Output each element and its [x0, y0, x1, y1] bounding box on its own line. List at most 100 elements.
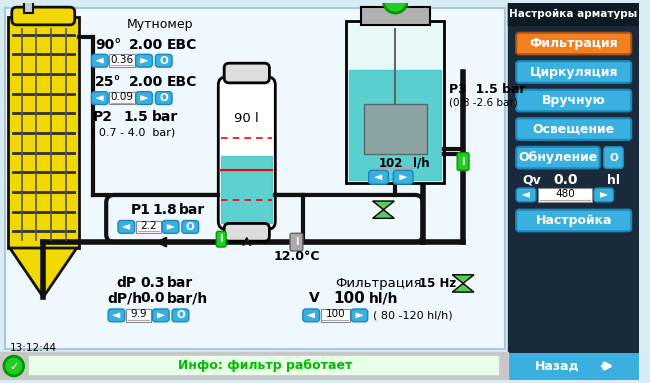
- Text: ✓: ✓: [9, 362, 18, 372]
- Bar: [221, 155, 272, 223]
- Polygon shape: [140, 58, 148, 63]
- Polygon shape: [356, 313, 363, 318]
- Polygon shape: [167, 224, 174, 229]
- Polygon shape: [96, 58, 103, 63]
- FancyBboxPatch shape: [224, 223, 269, 241]
- FancyBboxPatch shape: [290, 233, 303, 251]
- Bar: [23, 0, 33, 13]
- Text: Обнуление: Обнуление: [518, 151, 597, 164]
- Polygon shape: [113, 313, 120, 318]
- Bar: [8, 17, 79, 248]
- Text: 0.0: 0.0: [553, 173, 578, 187]
- Text: EBC: EBC: [166, 75, 197, 89]
- Text: Настройка: Настройка: [536, 214, 612, 227]
- FancyBboxPatch shape: [516, 118, 631, 140]
- FancyBboxPatch shape: [594, 188, 614, 202]
- Text: bar/h: bar/h: [167, 291, 209, 305]
- Text: Циркуляция: Циркуляция: [530, 65, 618, 79]
- Polygon shape: [372, 201, 395, 210]
- Text: 0.09: 0.09: [111, 92, 133, 102]
- Bar: [508, 3, 639, 25]
- Text: 1.5: 1.5: [124, 110, 148, 124]
- Bar: [0, 352, 508, 380]
- FancyBboxPatch shape: [351, 309, 368, 322]
- Text: hl/h: hl/h: [369, 291, 398, 305]
- Text: 0.3: 0.3: [140, 277, 165, 290]
- Text: ( 0.7 - 4.0  bar): ( 0.7 - 4.0 bar): [90, 128, 175, 138]
- Text: bar: bar: [152, 110, 178, 124]
- Text: P3  1.5 bar: P3 1.5 bar: [449, 83, 526, 96]
- Text: 102: 102: [379, 157, 404, 170]
- FancyBboxPatch shape: [516, 147, 600, 169]
- FancyBboxPatch shape: [516, 188, 536, 202]
- FancyBboxPatch shape: [516, 61, 631, 83]
- FancyBboxPatch shape: [152, 309, 169, 322]
- Text: l/h: l/h: [413, 157, 429, 170]
- Polygon shape: [523, 193, 530, 197]
- Bar: [361, 7, 430, 25]
- FancyBboxPatch shape: [92, 92, 108, 105]
- FancyBboxPatch shape: [516, 210, 631, 231]
- Text: dP: dP: [116, 277, 136, 290]
- Text: O: O: [176, 310, 185, 321]
- Polygon shape: [375, 175, 382, 180]
- Bar: [109, 92, 135, 105]
- Text: Qv: Qv: [522, 174, 541, 187]
- Text: 2.00: 2.00: [129, 38, 162, 51]
- Text: Мутномер: Мутномер: [127, 18, 194, 31]
- FancyBboxPatch shape: [369, 170, 388, 184]
- Polygon shape: [140, 96, 148, 100]
- FancyBboxPatch shape: [303, 309, 320, 322]
- Bar: [508, 3, 639, 380]
- Text: O: O: [609, 152, 618, 162]
- Text: dP/h: dP/h: [107, 291, 142, 305]
- Text: (0.8 -2.6 bar): (0.8 -2.6 bar): [449, 98, 518, 108]
- Bar: [126, 309, 151, 322]
- Text: bar: bar: [167, 277, 194, 290]
- Text: 1.8: 1.8: [152, 203, 177, 217]
- FancyBboxPatch shape: [218, 77, 276, 229]
- Text: 480: 480: [555, 189, 575, 199]
- Bar: [5, 8, 505, 349]
- Polygon shape: [96, 96, 103, 100]
- Text: P1: P1: [131, 203, 151, 217]
- Polygon shape: [157, 313, 164, 318]
- FancyBboxPatch shape: [216, 231, 226, 247]
- Bar: [320, 309, 350, 322]
- FancyBboxPatch shape: [136, 92, 152, 105]
- Text: 9.9: 9.9: [130, 309, 147, 319]
- FancyBboxPatch shape: [172, 309, 188, 322]
- Bar: [364, 105, 426, 154]
- Polygon shape: [452, 283, 474, 292]
- Text: O: O: [186, 222, 194, 232]
- Polygon shape: [600, 193, 607, 197]
- Text: O: O: [159, 93, 168, 103]
- FancyBboxPatch shape: [12, 7, 75, 25]
- Text: 100: 100: [326, 309, 345, 319]
- FancyBboxPatch shape: [118, 221, 135, 233]
- Text: 25°: 25°: [95, 75, 122, 89]
- Polygon shape: [307, 313, 315, 318]
- Circle shape: [384, 0, 407, 13]
- FancyBboxPatch shape: [182, 221, 199, 233]
- Text: Назад: Назад: [535, 360, 580, 373]
- Text: V: V: [309, 291, 320, 305]
- Text: Настройка арматуры: Настройка арматуры: [509, 9, 638, 19]
- Text: bar: bar: [179, 203, 205, 217]
- Circle shape: [4, 356, 23, 376]
- Bar: [27, 355, 499, 375]
- Text: 2.00: 2.00: [129, 75, 162, 89]
- Text: P2: P2: [93, 110, 113, 124]
- FancyBboxPatch shape: [516, 90, 631, 111]
- FancyBboxPatch shape: [155, 92, 172, 105]
- FancyBboxPatch shape: [162, 221, 179, 233]
- Text: 13:12:44: 13:12:44: [10, 343, 57, 354]
- FancyBboxPatch shape: [108, 309, 125, 322]
- Bar: [136, 221, 161, 233]
- Text: I: I: [294, 237, 298, 247]
- Polygon shape: [400, 175, 406, 180]
- Text: 90°: 90°: [95, 38, 122, 51]
- Text: EBC: EBC: [166, 38, 197, 51]
- Text: Фильтрация: Фильтрация: [335, 277, 422, 290]
- Bar: [109, 54, 135, 67]
